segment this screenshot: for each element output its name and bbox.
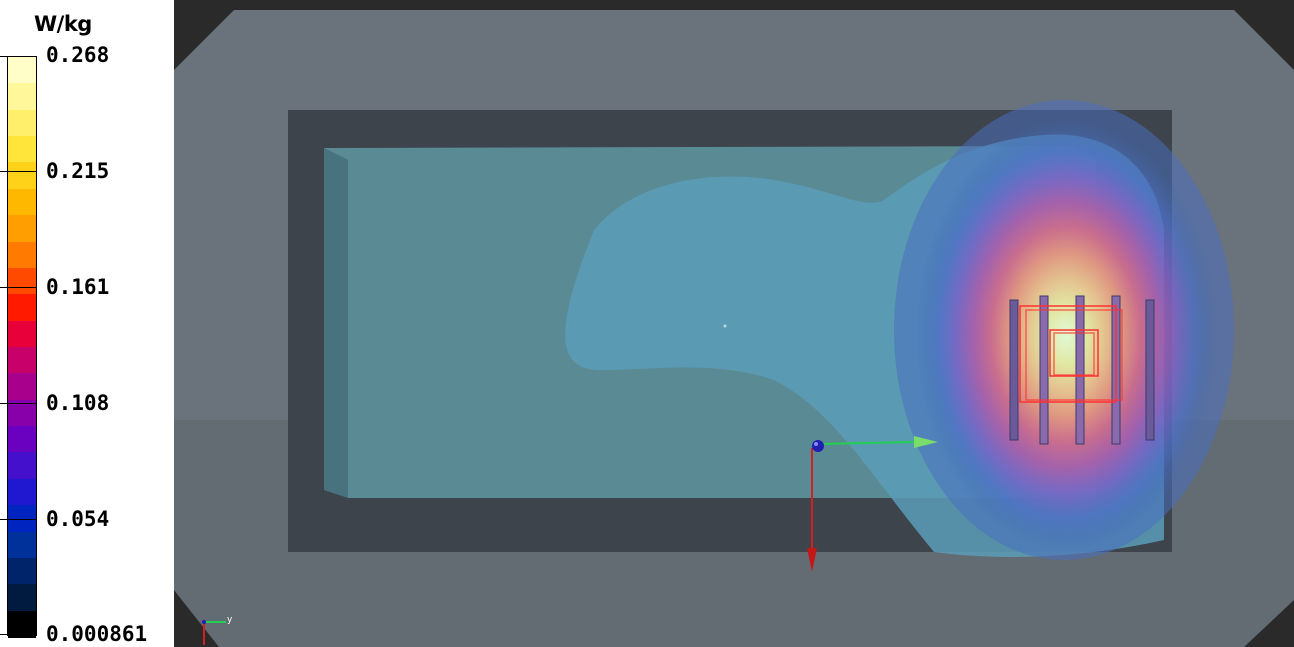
colorbar-band (8, 267, 36, 295)
legend-unit-label: W/kg (34, 12, 92, 36)
colorbar-band (8, 584, 36, 612)
color-legend: W/kg 0.268 0.215 0.161 0.108 0.054 0.000861 (0, 0, 174, 647)
sar-hotspot (916, 120, 1216, 550)
colorbar-band (8, 57, 36, 84)
colorbar-tick-label: 0.268 (46, 43, 110, 67)
x-axis-arrow (914, 436, 938, 448)
measurement-volume (1019, 305, 1123, 403)
colorbar (7, 56, 37, 638)
colorbar-band (8, 109, 36, 137)
colorbar-band (8, 531, 36, 559)
colorbar-band (8, 426, 36, 454)
axis-triad: y (202, 615, 233, 645)
origin-marker (812, 440, 824, 452)
3d-viewport[interactable]: y (174, 0, 1294, 647)
colorbar-tick (0, 634, 37, 635)
colorbar-band (8, 162, 36, 190)
colorbar-tick-label: 0.054 (46, 507, 110, 531)
colorbar-band (8, 373, 36, 401)
axis-triad-y-label: y (227, 615, 233, 625)
colorbar-band (8, 347, 36, 374)
colorbar-band (8, 399, 36, 427)
colorbar-band (8, 320, 36, 348)
colorbar-tick (0, 56, 37, 57)
colorbar-band (8, 241, 36, 269)
colorbar-tick-label: 0.108 (46, 391, 110, 415)
phantom-side (324, 148, 348, 498)
colorbar-band (8, 188, 36, 216)
colorbar-band (8, 294, 36, 322)
colorbar-band (8, 610, 36, 638)
colorbar-band (8, 478, 36, 506)
scene-svg: y (174, 0, 1294, 647)
colorbar-tick (0, 171, 37, 172)
colorbar-tick-label: 0.161 (46, 275, 110, 299)
z-axis-arrow (807, 548, 817, 572)
colorbar-band (8, 83, 36, 111)
colorbar-band (8, 557, 36, 585)
colorbar-tick-label: 0.215 (46, 159, 110, 183)
colorbar-tick (0, 519, 37, 520)
colorbar-tick (0, 287, 37, 288)
x-axis-line (817, 441, 915, 445)
colorbar-band (8, 136, 36, 164)
colorbar-band (8, 215, 36, 243)
colorbar-band (8, 505, 36, 533)
colorbar-tick-label: 0.000861 (46, 622, 148, 646)
colorbar-band (8, 452, 36, 480)
colorbar-tick (0, 403, 37, 404)
